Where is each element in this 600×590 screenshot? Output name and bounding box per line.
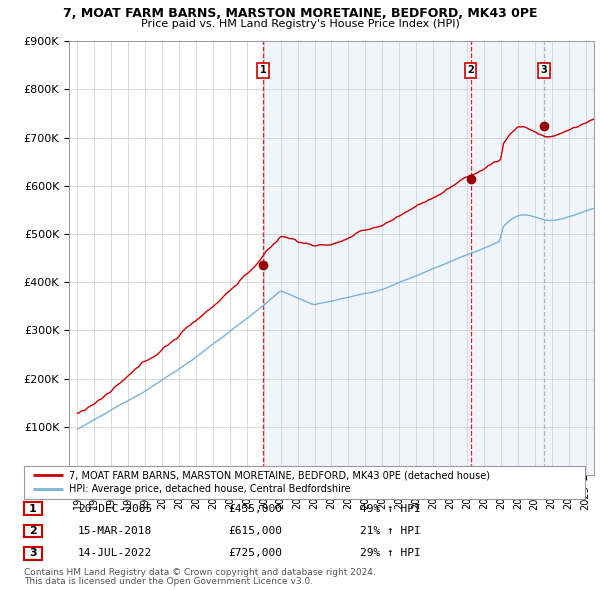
Text: 3: 3	[29, 549, 37, 558]
Text: Price paid vs. HM Land Registry's House Price Index (HPI): Price paid vs. HM Land Registry's House …	[140, 19, 460, 29]
Text: 2: 2	[467, 65, 474, 75]
Text: 15-MAR-2018: 15-MAR-2018	[78, 526, 152, 536]
Text: 7, MOAT FARM BARNS, MARSTON MORETAINE, BEDFORD, MK43 0PE (detached house): 7, MOAT FARM BARNS, MARSTON MORETAINE, B…	[69, 470, 490, 480]
Text: 49% ↑ HPI: 49% ↑ HPI	[360, 504, 421, 513]
Text: 14-JUL-2022: 14-JUL-2022	[78, 549, 152, 558]
Text: £435,000: £435,000	[228, 504, 282, 513]
Text: £615,000: £615,000	[228, 526, 282, 536]
Text: 3: 3	[541, 65, 547, 75]
Bar	[263, 41, 594, 475]
Text: This data is licensed under the Open Government Licence v3.0.: This data is licensed under the Open Gov…	[24, 578, 313, 586]
Text: 29% ↑ HPI: 29% ↑ HPI	[360, 549, 421, 558]
Text: 20-DEC-2005: 20-DEC-2005	[78, 504, 152, 513]
Text: 21% ↑ HPI: 21% ↑ HPI	[360, 526, 421, 536]
Text: 1: 1	[29, 504, 37, 513]
Text: HPI: Average price, detached house, Central Bedfordshire: HPI: Average price, detached house, Cent…	[69, 484, 350, 494]
Text: Contains HM Land Registry data © Crown copyright and database right 2024.: Contains HM Land Registry data © Crown c…	[24, 568, 376, 577]
Text: 1: 1	[260, 65, 266, 75]
Text: 2: 2	[29, 526, 37, 536]
Text: £725,000: £725,000	[228, 549, 282, 558]
Text: 7, MOAT FARM BARNS, MARSTON MORETAINE, BEDFORD, MK43 0PE: 7, MOAT FARM BARNS, MARSTON MORETAINE, B…	[63, 7, 537, 20]
